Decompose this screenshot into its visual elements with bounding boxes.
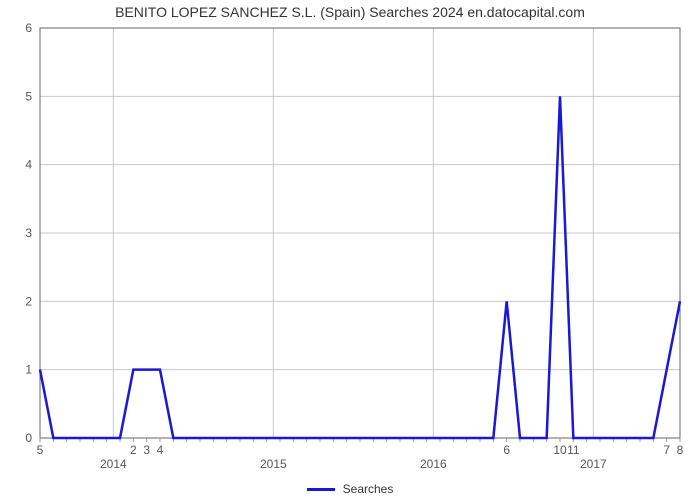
svg-text:6: 6: [25, 21, 32, 35]
svg-text:8: 8: [677, 443, 684, 457]
svg-text:0: 0: [25, 431, 32, 445]
svg-text:4: 4: [25, 158, 32, 172]
svg-text:11: 11: [567, 443, 580, 457]
svg-text:5: 5: [37, 443, 44, 457]
svg-text:4: 4: [157, 443, 164, 457]
chart-canvas: 0123456523461011782014201520162017: [0, 0, 700, 500]
svg-text:6: 6: [503, 443, 510, 457]
svg-text:1: 1: [25, 363, 32, 377]
legend-label: Searches: [343, 482, 394, 496]
svg-text:10: 10: [553, 443, 567, 457]
svg-text:2: 2: [130, 443, 137, 457]
legend-swatch: [307, 488, 335, 491]
legend: Searches: [0, 482, 700, 496]
svg-text:5: 5: [25, 89, 32, 103]
svg-text:7: 7: [663, 443, 670, 457]
svg-text:2015: 2015: [260, 457, 287, 471]
svg-text:2017: 2017: [580, 457, 607, 471]
svg-text:3: 3: [143, 443, 150, 457]
svg-text:2: 2: [25, 294, 32, 308]
svg-text:2016: 2016: [420, 457, 447, 471]
svg-text:2014: 2014: [100, 457, 127, 471]
svg-text:3: 3: [25, 226, 32, 240]
